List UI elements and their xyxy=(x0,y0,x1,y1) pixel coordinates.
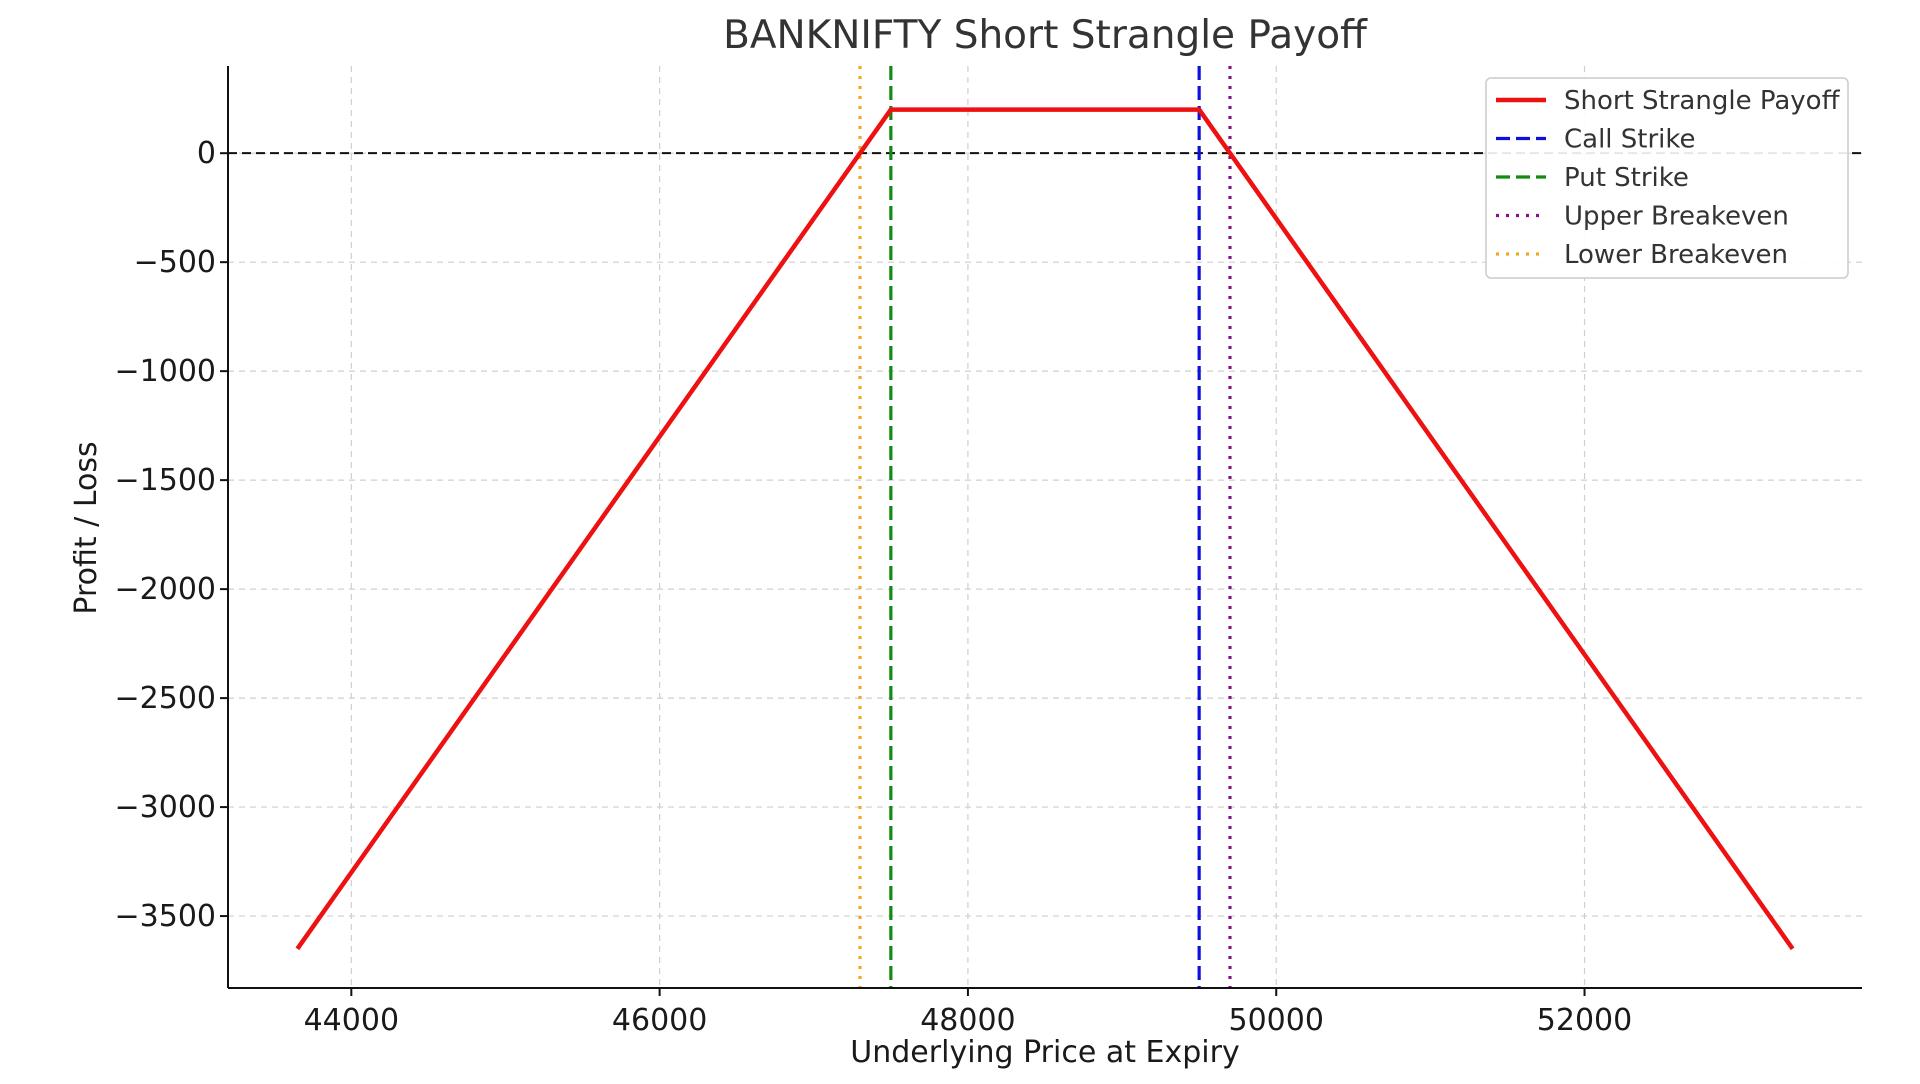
legend-label-series: Short Strangle Payoff xyxy=(1564,86,1841,116)
chart-title: BANKNIFTY Short Strangle Payoff xyxy=(723,13,1368,58)
legend-label-put-strike: Put Strike xyxy=(1564,163,1689,193)
x-tick-label: 48000 xyxy=(920,1003,1015,1038)
series-layer xyxy=(295,107,1795,951)
y-axis-title: Profit / Loss xyxy=(69,441,104,614)
legend-label-upper-breakeven: Upper Breakeven xyxy=(1564,202,1789,232)
x-tick-label: 44000 xyxy=(304,1003,399,1038)
legend-items: Short Strangle Payoff Call Strike Put Stri… xyxy=(1496,86,1841,270)
axes-layer xyxy=(220,66,1862,996)
y-tick-label: −2000 xyxy=(115,572,216,607)
y-tick-label: −1500 xyxy=(115,463,216,498)
tick-labels: 44000 46000 48000 50000 52000 0 −500 −1000 −1500… xyxy=(115,136,1633,1038)
y-tick-label: −2500 xyxy=(115,681,216,716)
legend-box xyxy=(1485,77,1849,279)
legend-label-lower-breakeven: Lower Breakeven xyxy=(1564,240,1788,270)
payoff-series-line xyxy=(295,107,1795,951)
y-tick-label: 0 xyxy=(197,136,216,171)
x-tick-label: 50000 xyxy=(1229,1003,1324,1038)
y-tick-label: −3500 xyxy=(115,899,216,934)
x-axis-title: Underlying Price at Expiry xyxy=(850,1035,1239,1070)
y-tick-label: −1000 xyxy=(115,354,216,389)
x-tick-label: 52000 xyxy=(1537,1003,1632,1038)
x-tick-label: 46000 xyxy=(612,1003,707,1038)
legend-label-call-strike: Call Strike xyxy=(1564,125,1696,155)
y-tick-label: −3000 xyxy=(115,790,216,825)
legend: Short Strangle Payoff Call Strike Put Stri… xyxy=(1485,77,1849,279)
y-tick-label: −500 xyxy=(134,245,216,280)
